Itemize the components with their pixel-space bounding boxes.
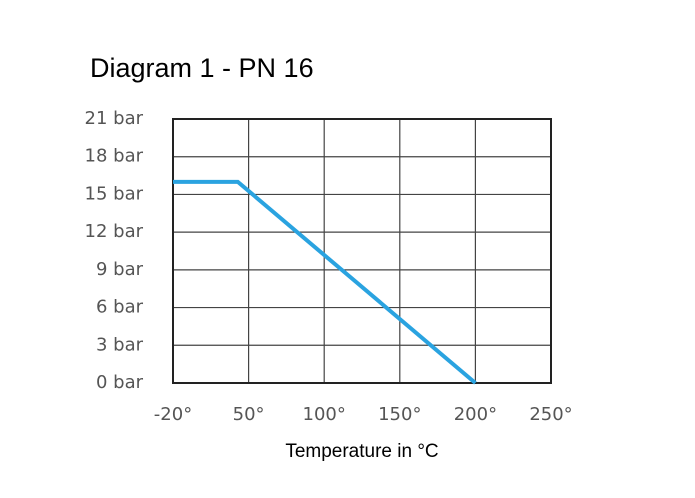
y-tick-label: 15 bar — [85, 183, 144, 204]
data-line — [173, 179, 477, 385]
plot-frame — [172, 118, 552, 384]
y-tick-label: 21 bar — [85, 108, 144, 129]
y-tick-label: 18 bar — [85, 146, 144, 167]
x-tick-label: 250° — [529, 404, 572, 425]
y-tick-label: 9 bar — [96, 259, 144, 280]
y-tick-label: 6 bar — [96, 297, 144, 318]
x-tick-label: -20° — [154, 404, 192, 425]
y-tick-label: 0 bar — [96, 372, 144, 393]
chart-title: Diagram 1 - PN 16 — [90, 53, 314, 83]
x-axis-label: Temperature in °C — [285, 441, 438, 462]
x-tick-label: 200° — [454, 404, 497, 425]
x-tick-label: 50° — [233, 404, 265, 425]
y-tick-label: 3 bar — [96, 334, 144, 355]
x-tick-label: 150° — [378, 404, 421, 425]
x-tick-label: 100° — [303, 404, 346, 425]
y-tick-label: 12 bar — [85, 221, 144, 242]
